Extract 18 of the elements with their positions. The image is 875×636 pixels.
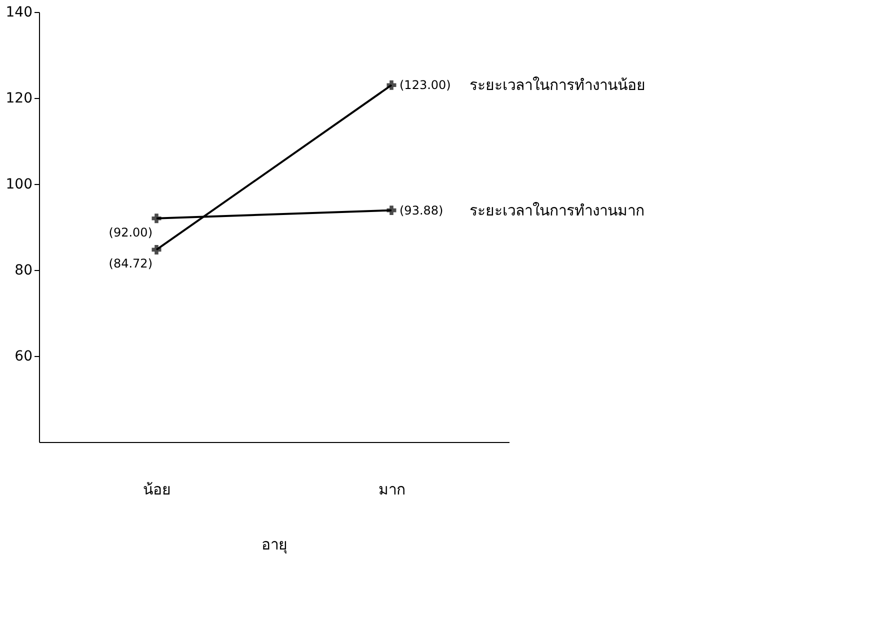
text: ระยะเวลาในการทำงานน้อย [470, 76, 646, 94]
point [386, 206, 396, 216]
y-tick-label: 120 [6, 90, 32, 106]
point [152, 244, 162, 254]
point [152, 214, 162, 224]
data-label: (92.00) [108, 225, 152, 240]
y-tick-label: 100 [6, 176, 32, 192]
y-tick-label: 60 [14, 348, 32, 364]
y-tick-label: 140 [6, 4, 32, 20]
data-label: (84.72) [108, 256, 152, 271]
text: ระยะเวลาในการทำงานมาก [470, 201, 644, 220]
data-label: (123.00) [400, 78, 451, 92]
point [386, 80, 396, 90]
x-tick-label: มาก [378, 480, 406, 498]
x-axis-title: อายุ [262, 536, 288, 554]
x-tick-label: น้อย [143, 480, 171, 498]
data-label: (93.88) [400, 203, 444, 218]
y-tick-label: 80 [14, 262, 32, 278]
